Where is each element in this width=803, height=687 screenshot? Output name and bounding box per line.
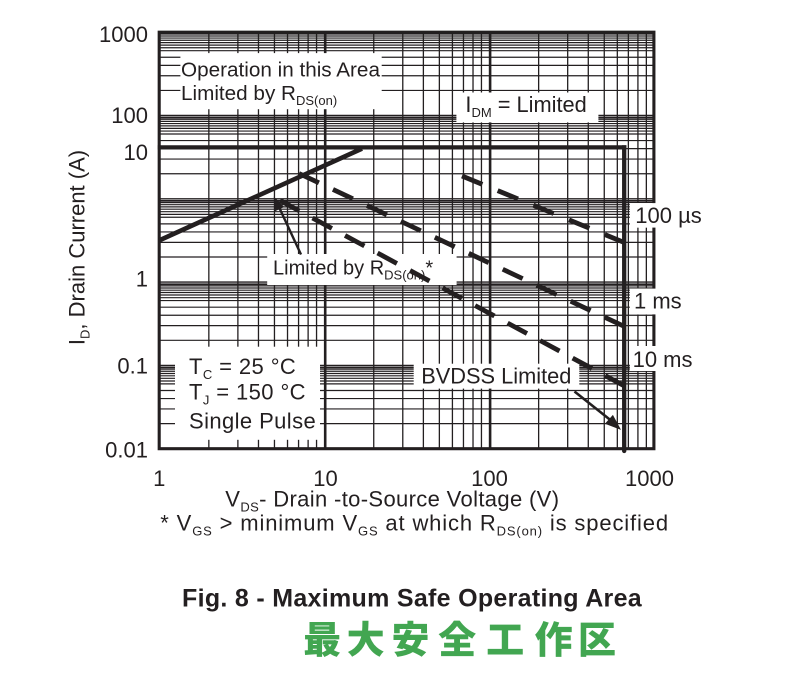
- svg-text:ID​, Drain Current (A): ID​, Drain Current (A): [65, 150, 93, 345]
- svg-text:10: 10: [313, 466, 337, 491]
- svg-text:0.1: 0.1: [117, 354, 148, 379]
- svg-text:100: 100: [111, 103, 148, 128]
- svg-text:Fig. 8 - Maximum Safe Operatin: Fig. 8 - Maximum Safe Operating Area: [182, 584, 643, 612]
- svg-text:1: 1: [153, 466, 165, 491]
- svg-text:0.01: 0.01: [105, 438, 148, 463]
- svg-text:100: 100: [471, 466, 508, 491]
- svg-text:Operation in this Area: Operation in this Area: [181, 59, 380, 82]
- svg-text:* VGS​ > minimum VGS​ at whic: * VGS​ > minimum VGS​ at which RDS(on)​ …: [160, 511, 669, 539]
- svg-text:10 ms: 10 ms: [633, 347, 693, 372]
- svg-text:Single Pulse: Single Pulse: [189, 409, 316, 434]
- svg-text:10: 10: [124, 140, 148, 165]
- svg-text:1000: 1000: [625, 466, 674, 491]
- svg-text:1: 1: [136, 267, 148, 292]
- svg-text:VDS​- Drain -to-Source Voltage: VDS​- Drain -to-Source Voltage (V): [225, 487, 559, 515]
- svg-text:1 ms: 1 ms: [634, 289, 682, 314]
- svg-text:1000: 1000: [99, 22, 148, 47]
- svg-text:BVDSS Limited: BVDSS Limited: [421, 364, 571, 389]
- svg-text:100 µs: 100 µs: [635, 203, 702, 228]
